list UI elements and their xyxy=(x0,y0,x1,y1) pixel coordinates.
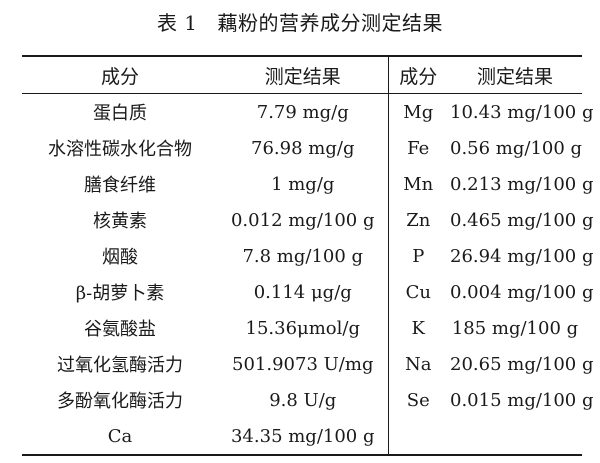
result-cell: 7.79 mg/g xyxy=(218,93,389,130)
component-cell: 核黄素 xyxy=(93,211,147,232)
header-component-2: 成分 xyxy=(399,65,438,88)
result-cell: 34.35 mg/100 g xyxy=(218,418,389,455)
mineral-cell: K xyxy=(411,317,425,339)
result-cell: 15.36μmol/g xyxy=(218,310,389,346)
component-cell: 多酚氧化酶活力 xyxy=(57,391,183,412)
table-row: 蛋白质 7.79 mg/g Mg 10.43 mg/100 g xyxy=(22,93,594,130)
table-row: 水溶性碳水化合物 76.98 mg/g Fe 0.56 mg/100 g xyxy=(22,130,582,166)
table-row: β-胡萝卜素 0.114 μg/g Cu 0.004 mg/100 g xyxy=(22,274,594,310)
mineral-cell: P xyxy=(412,245,425,267)
mineral-result-cell: 0.465 mg/100 g xyxy=(450,209,594,231)
mineral-result-cell: 20.65 mg/100 g xyxy=(450,353,594,375)
result-cell: 501.9073 U/mg xyxy=(218,346,389,382)
component-cell: 烟酸 xyxy=(102,247,138,268)
result-cell: 0.012 mg/100 g xyxy=(218,202,389,238)
table-row: 多酚氧化酶活力 9.8 U/g Se 0.015 mg/100 g xyxy=(22,382,594,418)
table-title: 藕粉的营养成分测定结果 xyxy=(217,11,444,35)
table-row: 烟酸 7.8 mg/100 g P 26.94 mg/100 g xyxy=(22,238,594,274)
mineral-result-cell: 185 mg/100 g xyxy=(451,317,579,339)
component-cell: Ca xyxy=(107,425,133,447)
mineral-cell: Mg xyxy=(403,101,434,123)
header-component-1: 成分 xyxy=(100,65,139,88)
component-cell: 膳食纤维 xyxy=(84,175,156,196)
mineral-result-cell xyxy=(448,418,582,455)
mineral-result-cell: 0.004 mg/100 g xyxy=(450,281,594,303)
mineral-cell: Zn xyxy=(406,209,431,231)
mineral-cell: Cu xyxy=(405,281,431,303)
component-cell: 水溶性碳水化合物 xyxy=(48,139,192,160)
component-cell: β-胡萝卜素 xyxy=(75,283,165,304)
mineral-result-cell: 0.015 mg/100 g xyxy=(450,389,594,411)
result-cell: 1 mg/g xyxy=(218,166,389,202)
nutrition-table: 成分 测定结果 成分 测定结果 蛋白质 7.79 mg/g Mg 10.43 m… xyxy=(22,55,594,456)
result-cell: 0.114 μg/g xyxy=(218,274,389,310)
mineral-result-cell: 0.56 mg/100 g xyxy=(450,137,583,159)
mineral-result-cell: 26.94 mg/100 g xyxy=(450,245,594,267)
table-row: 过氧化氢酶活力 501.9073 U/mg Na 20.65 mg/100 g xyxy=(22,346,594,382)
table-row: 膳食纤维 1 mg/g Mn 0.213 mg/100 g xyxy=(22,166,594,202)
component-cell: 蛋白质 xyxy=(93,103,147,124)
result-cell: 76.98 mg/g xyxy=(218,130,389,166)
mineral-result-cell: 10.43 mg/100 g xyxy=(450,101,594,123)
table-row: 核黄素 0.012 mg/100 g Zn 0.465 mg/100 g xyxy=(22,202,594,238)
table-header-row: 成分 测定结果 成分 测定结果 xyxy=(22,56,582,94)
table-row: Ca 34.35 mg/100 g xyxy=(22,418,582,455)
header-result-1: 测定结果 xyxy=(218,56,389,94)
mineral-cell: Fe xyxy=(407,137,430,159)
header-result-2: 测定结果 xyxy=(476,65,553,88)
mineral-cell: Mn xyxy=(403,173,434,195)
mineral-cell: Se xyxy=(406,389,430,411)
table-row: 谷氨酸盐 15.36μmol/g K 185 mg/100 g xyxy=(22,310,582,346)
mineral-cell: Na xyxy=(405,353,432,375)
component-cell: 谷氨酸盐 xyxy=(84,319,156,340)
component-cell: 过氧化氢酶活力 xyxy=(57,355,183,376)
mineral-result-cell: 0.213 mg/100 g xyxy=(450,173,594,195)
result-cell: 9.8 U/g xyxy=(218,382,389,418)
table-caption: 表 1 藕粉的营养成分测定结果 xyxy=(0,8,600,38)
result-cell: 7.8 mg/100 g xyxy=(218,238,389,274)
mineral-cell xyxy=(388,418,448,455)
table-number: 表 1 xyxy=(156,11,198,35)
